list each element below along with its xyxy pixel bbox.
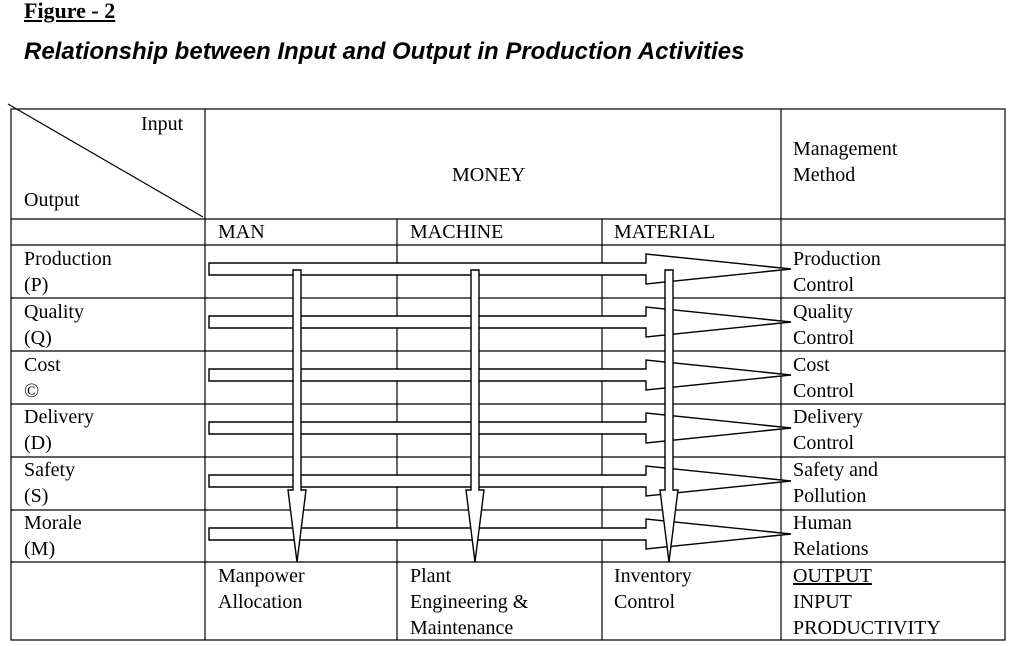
row-output-delivery: Delivery (24, 406, 94, 428)
row-method-safety-2: Pollution (793, 485, 867, 507)
horizontal-arrows (208, 253, 792, 550)
h-arrow-delivery (208, 412, 792, 444)
table-border (10, 108, 1006, 641)
v-arrow-machine (465, 269, 485, 563)
footer-material-line1: Inventory (614, 565, 692, 587)
row-method-cost: Cost (793, 354, 830, 376)
row-method-safety: Safety and (793, 459, 878, 481)
management-method-line1: Management (793, 138, 898, 160)
h-arrow-production (208, 253, 792, 285)
row-output-morale-abbr: (M) (24, 538, 56, 560)
row-output-production: Production (24, 248, 112, 270)
row-method-delivery-2: Control (793, 432, 855, 454)
input-material: MATERIAL (614, 221, 716, 243)
corner-diagonal (7, 103, 204, 218)
row-output-cost: Cost (24, 354, 61, 376)
row-method-production: Production (793, 248, 881, 270)
h-arrow-quality (208, 306, 792, 338)
row-output-delivery-abbr: (D) (24, 432, 52, 454)
input-man: MAN (218, 221, 265, 243)
footer-material-line2: Control (614, 591, 676, 613)
row-method-quality: Quality (793, 301, 853, 323)
row-output-quality-abbr: (Q) (24, 327, 52, 349)
corner-output-label: Output (24, 189, 80, 211)
footer-summary-output: OUTPUT (793, 565, 872, 587)
footer-summary-input: INPUT (793, 591, 852, 613)
row-output-cost-abbr: © (24, 380, 40, 402)
row-method-morale: Human (793, 512, 852, 534)
v-arrow-material (659, 269, 679, 563)
footer-machine-line3: Maintenance (410, 617, 514, 639)
row-method-production-2: Control (793, 274, 855, 296)
row-method-morale-2: Relations (793, 538, 869, 560)
footer-man-line2: Allocation (218, 591, 303, 613)
footer-man-line1: Manpower (218, 565, 305, 587)
row-output-safety-abbr: (S) (24, 485, 49, 507)
row-method-quality-2: Control (793, 327, 855, 349)
figure-title: Relationship between Input and Output in… (24, 38, 745, 65)
corner-input-label: Input (141, 113, 184, 135)
row-output-quality: Quality (24, 301, 84, 323)
row-output-safety: Safety (24, 459, 76, 481)
h-arrow-safety (208, 465, 792, 497)
v-arrow-man (287, 269, 307, 563)
footer-summary-productivity: PRODUCTIVITY (793, 617, 941, 639)
footer-machine-line2: Engineering & (410, 591, 529, 613)
h-arrow-morale (208, 518, 792, 550)
vertical-arrows (287, 269, 679, 563)
row-output-production-abbr: (P) (24, 274, 49, 296)
footer-machine-line1: Plant (410, 565, 452, 587)
row-output-morale: Morale (24, 512, 82, 534)
figure-label: Figure - 2 (24, 0, 116, 23)
management-method-line2: Method (793, 164, 856, 186)
h-arrow-cost (208, 359, 792, 391)
row-method-delivery: Delivery (793, 406, 863, 428)
input-machine: MACHINE (410, 221, 504, 243)
money-header: MONEY (452, 164, 526, 186)
row-method-cost-2: Control (793, 380, 855, 402)
